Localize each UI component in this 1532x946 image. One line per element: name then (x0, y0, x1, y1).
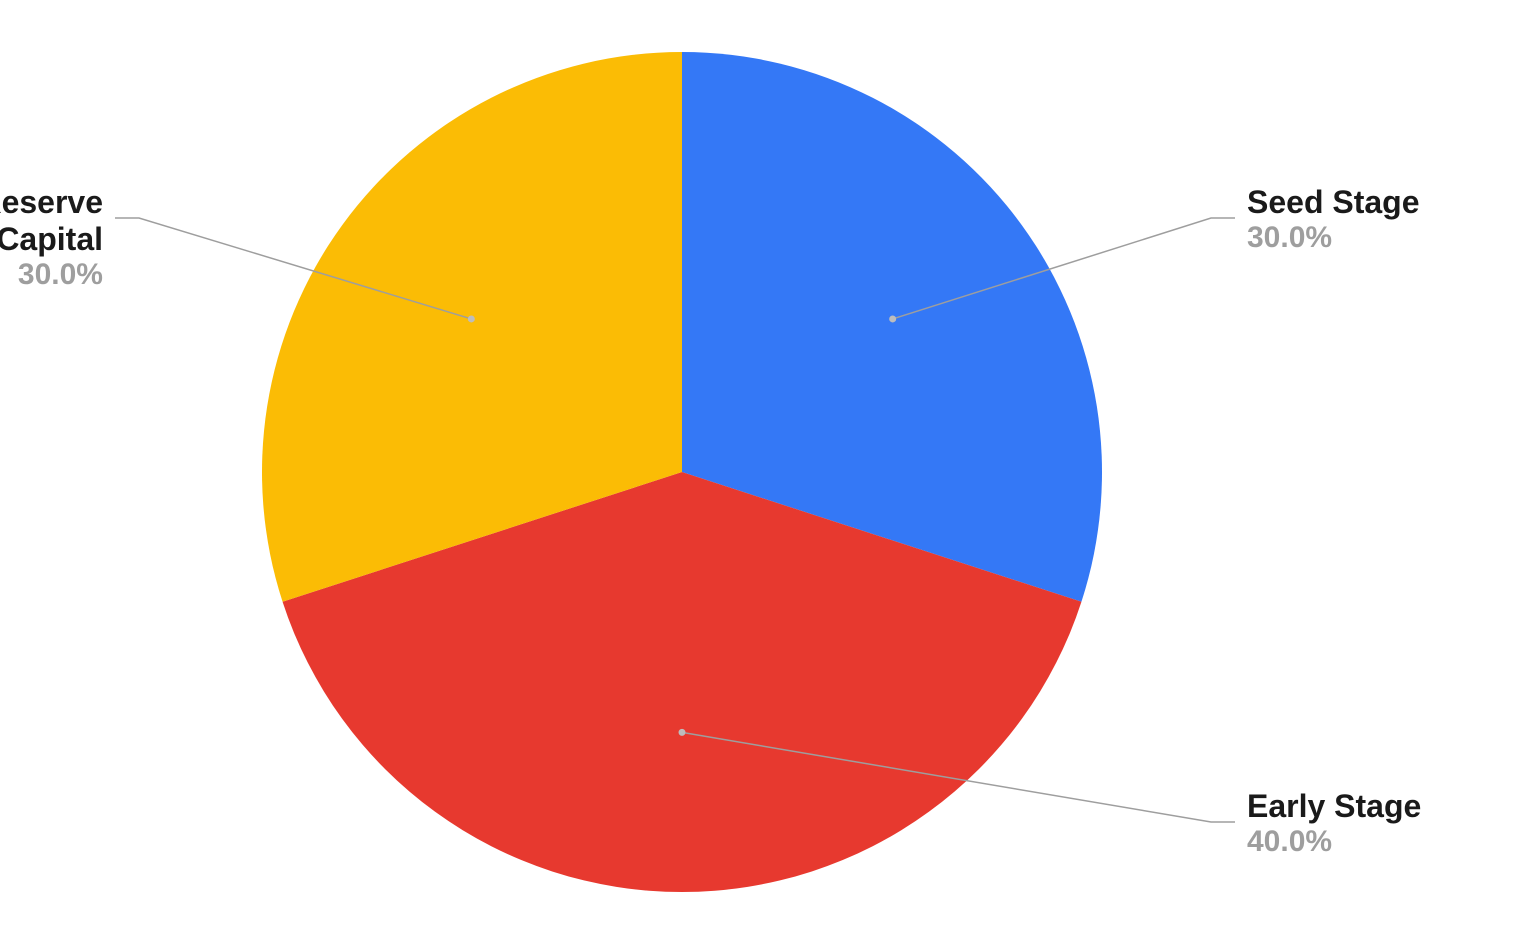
label-early-stage-percent: 40.0% (1247, 825, 1421, 860)
label-early-stage-name: Early Stage (1247, 788, 1421, 825)
leader-dot-reserve (468, 315, 475, 322)
label-reserve-capital: Reserve Capital 30.0% (0, 184, 103, 292)
label-reserve-capital-name: Reserve Capital (0, 184, 103, 258)
label-reserve-capital-percent: 30.0% (0, 258, 103, 293)
label-seed-stage: Seed Stage 30.0% (1247, 184, 1420, 255)
label-seed-stage-name: Seed Stage (1247, 184, 1420, 221)
label-seed-stage-percent: 30.0% (1247, 221, 1420, 256)
pie-chart-container: Seed Stage 30.0% Early Stage 40.0% Reser… (0, 0, 1532, 946)
leader-dot-seed (889, 315, 896, 322)
label-early-stage: Early Stage 40.0% (1247, 788, 1421, 859)
leader-dot-early (679, 729, 686, 736)
